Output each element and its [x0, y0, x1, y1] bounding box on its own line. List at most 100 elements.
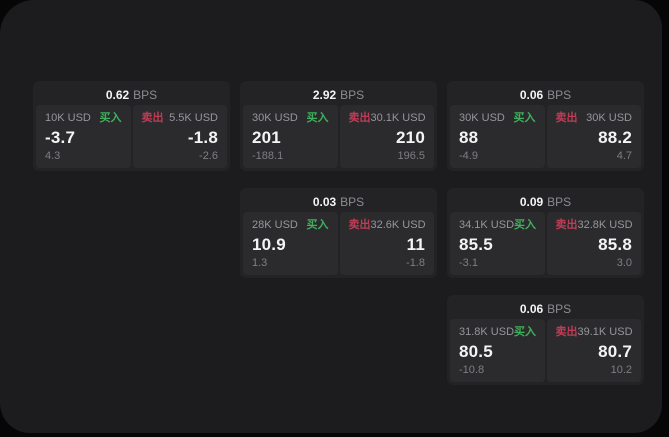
- quote-panels: 30K USD 买入 201 -188.1 卖出 30.1K USD 210 1…: [243, 105, 434, 168]
- sell-sub-value: 3.0: [616, 256, 632, 269]
- sell-price: 11: [406, 234, 425, 254]
- buy-amount: 10K USD: [45, 112, 91, 124]
- sell-amount: 32.8K USD: [577, 219, 633, 231]
- buy-sub-value: -10.8: [459, 363, 485, 376]
- sell-panel[interactable]: 卖出 30K USD 88.2 4.7: [546, 105, 641, 168]
- sell-side-label: 卖出: [141, 112, 164, 124]
- buy-price: 80.5: [459, 341, 493, 361]
- spread-header: 0.06 BPS: [450, 298, 641, 319]
- sell-amount: 32.6K USD: [370, 219, 426, 231]
- buy-side-label: 买入: [99, 112, 122, 124]
- buy-price: 10.9: [252, 234, 286, 254]
- sell-side-label: 卖出: [555, 326, 578, 338]
- sell-side-label: 卖出: [555, 112, 578, 124]
- quote-card: 0.06 BPS 31.8K USD 买入 80.5 -10.8 卖出 39.1…: [447, 295, 644, 385]
- sell-top-row: 卖出 32.6K USD: [349, 219, 426, 231]
- buy-amount: 30K USD: [252, 112, 298, 124]
- buy-side-label: 买入: [306, 112, 329, 124]
- buy-sub-value: -4.9: [459, 149, 478, 162]
- buy-amount: 34.1K USD: [459, 219, 515, 231]
- buy-sub-value: 4.3: [45, 149, 61, 162]
- sell-top-row: 卖出 32.8K USD: [556, 219, 633, 231]
- quote-panels: 31.8K USD 买入 80.5 -10.8 卖出 39.1K USD 80.…: [450, 319, 641, 382]
- buy-side-label: 买入: [306, 219, 329, 231]
- spread-unit: BPS: [547, 194, 572, 209]
- sell-side-label: 卖出: [348, 219, 371, 231]
- spread-value: 0.06: [519, 87, 544, 102]
- sell-price: 88.2: [598, 127, 632, 147]
- buy-panel[interactable]: 34.1K USD 买入 85.5 -3.1: [450, 212, 545, 275]
- sell-price: 80.7: [598, 341, 632, 361]
- spread-unit: BPS: [133, 87, 158, 102]
- spread-unit: BPS: [547, 301, 572, 316]
- quote-card: 0.06 BPS 30K USD 买入 88 -4.9 卖出 30K USD 8…: [447, 81, 644, 171]
- buy-panel[interactable]: 28K USD 买入 10.9 1.3: [243, 212, 338, 275]
- sell-sub-value: -2.6: [199, 149, 218, 162]
- spread-header: 2.92 BPS: [243, 84, 434, 105]
- spread-unit: BPS: [340, 194, 365, 209]
- buy-panel[interactable]: 30K USD 买入 201 -188.1: [243, 105, 338, 168]
- sell-price: 210: [396, 127, 425, 147]
- buy-price: 201: [252, 127, 281, 147]
- sell-sub-value: 4.7: [616, 149, 632, 162]
- buy-panel[interactable]: 10K USD 买入 -3.7 4.3: [36, 105, 131, 168]
- spread-header: 0.09 BPS: [450, 191, 641, 212]
- buy-top-row: 30K USD 买入: [252, 112, 329, 124]
- spread-value: 0.62: [105, 87, 130, 102]
- quote-panels: 10K USD 买入 -3.7 4.3 卖出 5.5K USD -1.8 -2.…: [36, 105, 227, 168]
- buy-side-label: 买入: [513, 112, 536, 124]
- buy-top-row: 31.8K USD 买入: [459, 326, 536, 338]
- sell-price: 85.8: [598, 234, 632, 254]
- sell-price: -1.8: [187, 127, 218, 147]
- buy-amount: 30K USD: [459, 112, 505, 124]
- buy-amount: 28K USD: [252, 219, 298, 231]
- sell-top-row: 卖出 5.5K USD: [142, 112, 219, 124]
- sell-top-row: 卖出 30K USD: [556, 112, 633, 124]
- sell-amount: 5.5K USD: [169, 112, 218, 124]
- quote-card: 0.09 BPS 34.1K USD 买入 85.5 -3.1 卖出 32.8K…: [447, 188, 644, 278]
- buy-side-label: 买入: [514, 219, 537, 231]
- quote-card: 0.62 BPS 10K USD 买入 -3.7 4.3 卖出 5.5K USD…: [33, 81, 230, 171]
- quote-panels: 34.1K USD 买入 85.5 -3.1 卖出 32.8K USD 85.8…: [450, 212, 641, 275]
- buy-top-row: 10K USD 买入: [45, 112, 122, 124]
- sell-panel[interactable]: 卖出 32.8K USD 85.8 3.0: [546, 212, 641, 275]
- buy-sub-value: 1.3: [252, 256, 268, 269]
- spread-unit: BPS: [547, 87, 572, 102]
- buy-sub-value: -3.1: [459, 256, 478, 269]
- quote-card: 0.03 BPS 28K USD 买入 10.9 1.3 卖出 32.6K US…: [240, 188, 437, 278]
- buy-panel[interactable]: 30K USD 买入 88 -4.9: [450, 105, 545, 168]
- quote-panels: 30K USD 买入 88 -4.9 卖出 30K USD 88.2 4.7: [450, 105, 641, 168]
- spread-value: 2.92: [312, 87, 337, 102]
- sell-sub-value: -1.8: [406, 256, 425, 269]
- sell-panel[interactable]: 卖出 32.6K USD 11 -1.8: [339, 212, 434, 275]
- buy-top-row: 28K USD 买入: [252, 219, 329, 231]
- spread-header: 0.03 BPS: [243, 191, 434, 212]
- buy-sub-value: -188.1: [252, 149, 284, 162]
- buy-side-label: 买入: [514, 326, 537, 338]
- buy-top-row: 34.1K USD 买入: [459, 219, 536, 231]
- buy-price: 85.5: [459, 234, 493, 254]
- sell-top-row: 卖出 30.1K USD: [349, 112, 426, 124]
- sell-sub-value: 10.2: [610, 363, 632, 376]
- spread-unit: BPS: [340, 87, 365, 102]
- sell-top-row: 卖出 39.1K USD: [556, 326, 633, 338]
- spread-header: 0.62 BPS: [36, 84, 227, 105]
- spread-header: 0.06 BPS: [450, 84, 641, 105]
- sell-panel[interactable]: 卖出 30.1K USD 210 196.5: [339, 105, 434, 168]
- spread-value: 0.09: [519, 194, 544, 209]
- spread-value: 0.03: [312, 194, 337, 209]
- buy-panel[interactable]: 31.8K USD 买入 80.5 -10.8: [450, 319, 545, 382]
- sell-panel[interactable]: 卖出 5.5K USD -1.8 -2.6: [132, 105, 227, 168]
- buy-top-row: 30K USD 买入: [459, 112, 536, 124]
- sell-panel[interactable]: 卖出 39.1K USD 80.7 10.2: [546, 319, 641, 382]
- buy-price: -3.7: [45, 127, 76, 147]
- quote-card: 2.92 BPS 30K USD 买入 201 -188.1 卖出 30.1K …: [240, 81, 437, 171]
- sell-amount: 30K USD: [586, 112, 632, 124]
- buy-amount: 31.8K USD: [459, 326, 515, 338]
- sell-side-label: 卖出: [555, 219, 578, 231]
- sell-sub-value: 196.5: [397, 149, 425, 162]
- spread-value: 0.06: [519, 301, 544, 316]
- sell-side-label: 卖出: [348, 112, 371, 124]
- sell-amount: 30.1K USD: [370, 112, 426, 124]
